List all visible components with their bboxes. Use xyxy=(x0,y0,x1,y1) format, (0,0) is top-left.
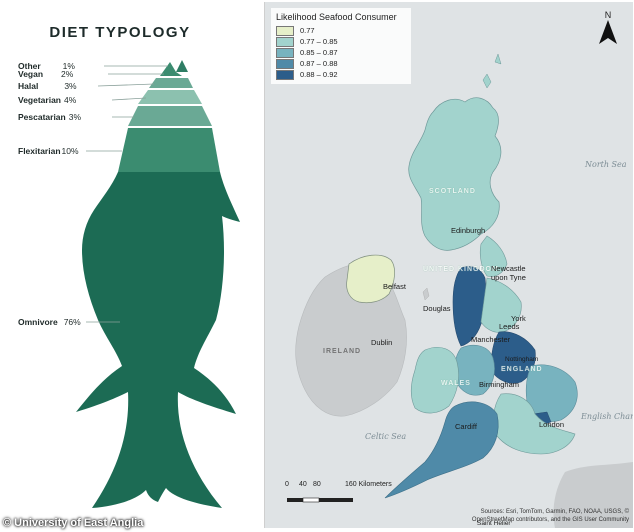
legend-item: 0.85 – 0.87 xyxy=(276,47,406,58)
city-london: London xyxy=(539,420,565,429)
layer-pescatarian xyxy=(128,106,212,126)
legend-swatch xyxy=(276,69,294,80)
map-sources: Sources: Esri, TomTom, Garmin, FAO, NOAA… xyxy=(471,509,629,523)
east-of-england-region[interactable] xyxy=(525,364,578,422)
sea-english-channel: English Channel xyxy=(581,412,633,421)
sea-north-sea: North Sea xyxy=(585,160,627,169)
legend-title: Likelihood Seafood Consumer xyxy=(276,12,397,22)
country-label-scotland: SCOTLAND xyxy=(429,188,476,195)
layer-vegan xyxy=(160,62,182,76)
layer-vegetarian xyxy=(138,90,202,104)
north-arrow-icon xyxy=(599,20,617,44)
label-flexitarian: Flexitarian10% xyxy=(18,146,79,156)
country-label-ireland: IRELAND xyxy=(323,348,362,355)
scotland-region[interactable] xyxy=(408,97,502,251)
fish-body-omnivore xyxy=(76,172,240,508)
legend-swatch xyxy=(276,47,294,58)
isle-of-man xyxy=(422,287,430,301)
france-coast xyxy=(553,462,633,528)
seafood-map[interactable]: Likelihood Seafood Consumer 0.77 0.77 – … xyxy=(264,2,633,528)
legend-swatch xyxy=(276,25,294,36)
map-canvas[interactable] xyxy=(265,2,633,528)
layer-flexitarian xyxy=(118,128,220,172)
country-label-england: ENGLAND xyxy=(501,366,543,373)
legend-item: 0.88 – 0.92 xyxy=(276,69,406,80)
city-leeds: Leeds xyxy=(499,322,520,331)
city-saint-helier: Saint Helier xyxy=(477,520,511,527)
city-dublin: Dublin xyxy=(371,338,393,347)
label-pescatarian: Pescatarian 3% xyxy=(18,112,82,122)
scale-bar-graphic xyxy=(287,497,353,503)
north-east-region[interactable] xyxy=(479,235,508,277)
city-york: York xyxy=(511,314,526,323)
scale-labels: 0 40 80 160 Kilometers xyxy=(285,481,392,488)
label-other: Other 1% xyxy=(18,61,75,71)
country-label-uk: UNITED KINGDOM xyxy=(423,266,499,273)
legend-item: 0.77 – 0.85 xyxy=(276,36,406,47)
label-vegetarian: Vegetarian 4% xyxy=(18,95,77,105)
image-credit: © University of East Anglia xyxy=(3,517,144,529)
northern-isles xyxy=(482,53,502,89)
layer-halal xyxy=(149,78,193,88)
layer-other xyxy=(176,60,188,72)
legend-item: 0.87 – 0.88 xyxy=(276,58,406,69)
diet-typology-panel: DIET TYPOLOGY Other 1% Vegan 2% Halal 3% Ve… xyxy=(0,0,258,532)
city-manchester: Manchester xyxy=(471,335,511,344)
north-arrow: N xyxy=(597,10,619,51)
legend-swatch xyxy=(276,36,294,47)
wales-region[interactable] xyxy=(410,347,459,414)
city-belfast: Belfast xyxy=(383,282,406,291)
north-letter: N xyxy=(604,10,612,20)
diet-typology-title: DIET TYPOLOGY xyxy=(49,24,191,41)
label-halal: Halal 3% xyxy=(18,81,77,91)
city-edinburgh: Edinburgh xyxy=(451,226,486,235)
label-vegan: Vegan 2% xyxy=(18,69,74,79)
south-west-region[interactable] xyxy=(384,401,499,499)
country-label-wales: WALES xyxy=(441,380,471,387)
city-nottingham: Nottingham xyxy=(505,356,539,363)
map-legend: Likelihood Seafood Consumer 0.77 0.77 – … xyxy=(271,8,411,84)
scale-bar: 0 40 80 160 Kilometers xyxy=(285,481,425,508)
legend-swatch xyxy=(276,58,294,69)
city-cardiff: Cardiff xyxy=(455,422,477,431)
north-west-region[interactable] xyxy=(452,266,487,347)
city-douglas: Douglas xyxy=(423,304,451,313)
label-omnivore: Omnivore 76% xyxy=(18,317,81,327)
sea-celtic-sea: Celtic Sea xyxy=(365,432,407,441)
city-birmingham: Birmingham xyxy=(479,380,520,389)
leader-lines xyxy=(86,65,168,323)
legend-item: 0.77 xyxy=(276,25,406,36)
fish-infographic xyxy=(76,60,240,508)
city-newcastle: Newcastle upon Tyne xyxy=(491,264,526,282)
northern-ireland-region[interactable] xyxy=(346,254,395,304)
